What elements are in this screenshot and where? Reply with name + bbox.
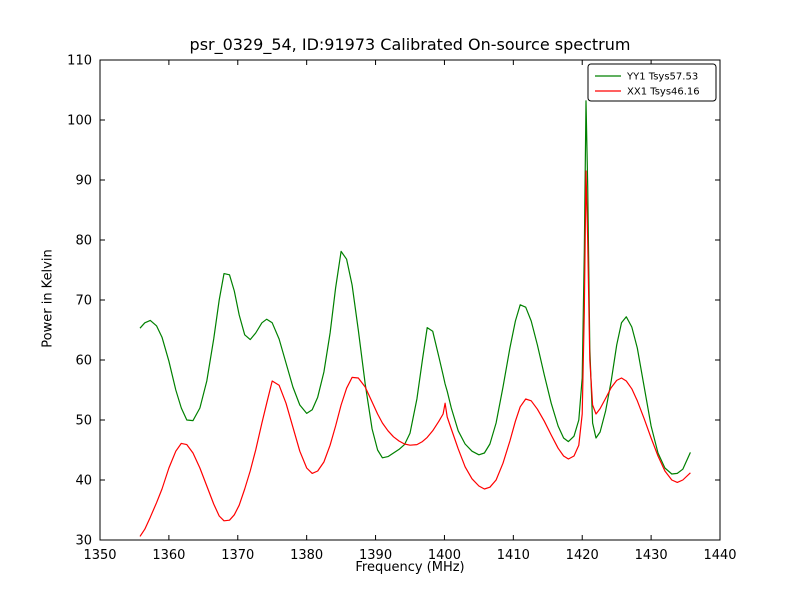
- y-tick-label: 110: [67, 54, 92, 69]
- legend-box: [587, 63, 717, 102]
- x-tick-label: 1420: [566, 548, 599, 563]
- y-tick-label: 80: [75, 234, 92, 249]
- x-tick-label: 1400: [428, 548, 461, 563]
- legend-label-1: XX1 Tsys46.16: [627, 87, 700, 98]
- x-tick-label: 1430: [635, 548, 668, 563]
- y-tick-label: 60: [75, 354, 92, 369]
- series-line-1: [139, 170, 691, 537]
- x-tick-label: 1440: [703, 548, 736, 563]
- series-line-0: [139, 100, 691, 475]
- x-tick-label: 1370: [221, 548, 254, 563]
- y-tick-label: 40: [75, 474, 92, 489]
- axes-frame: [99, 59, 721, 541]
- y-tick-label: 50: [75, 414, 92, 429]
- x-tick-label: 1360: [152, 548, 185, 563]
- legend-label-0: YY1 Tsys57.53: [626, 72, 698, 83]
- x-tick-label: 1380: [290, 548, 323, 563]
- x-tick-label: 1390: [359, 548, 392, 563]
- chart-title: psr_0329_54, ID:91973 Calibrated On-sour…: [189, 35, 631, 54]
- y-tick-label: 90: [75, 174, 92, 189]
- y-tick-label: 30: [75, 534, 92, 549]
- y-axis-label: Power in Kelvin: [40, 249, 56, 348]
- x-tick-label: 1410: [497, 548, 530, 563]
- y-tick-label: 100: [67, 114, 92, 129]
- y-tick-label: 70: [75, 294, 92, 309]
- x-axis-label: Frequency (MHz): [355, 560, 465, 575]
- x-tick-label: 1350: [83, 548, 116, 563]
